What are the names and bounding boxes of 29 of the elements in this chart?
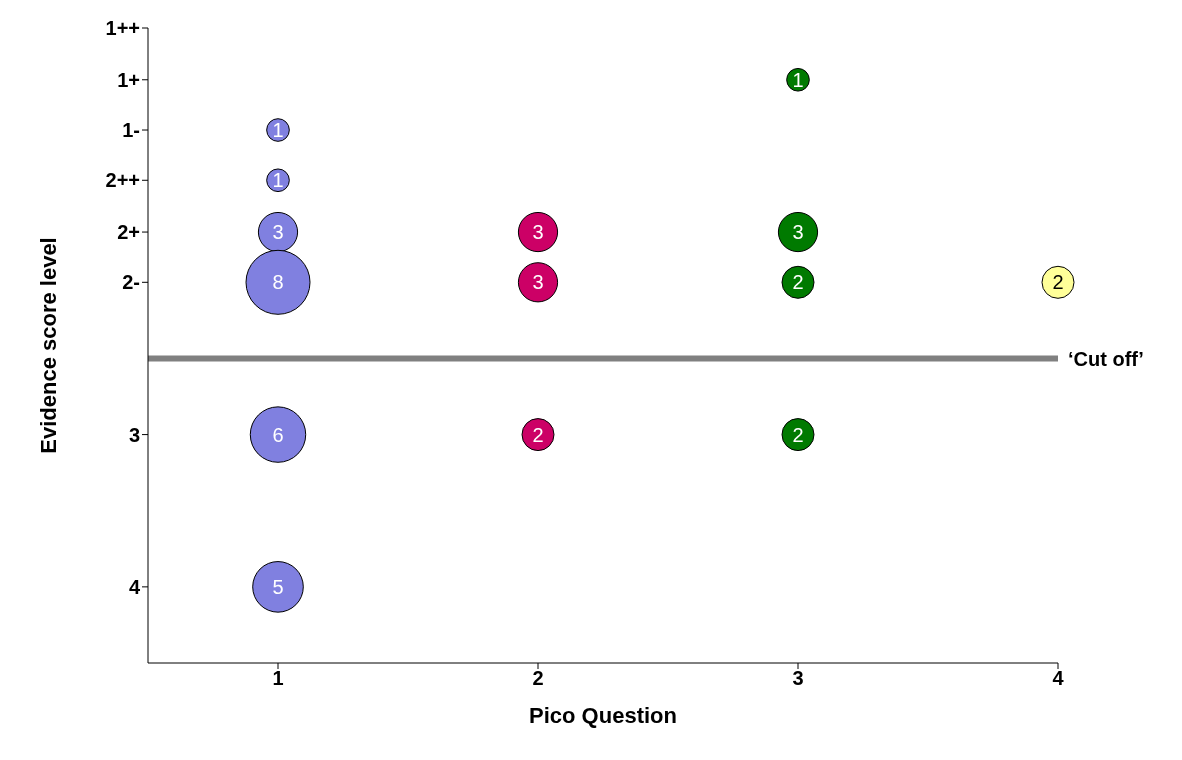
- data-label: 2: [1052, 271, 1064, 294]
- y-tick-label: 2-: [122, 271, 140, 294]
- y-tick-label: 2+: [117, 221, 140, 244]
- y-tick-label: 1-: [122, 119, 140, 142]
- x-tick-label: 1: [272, 667, 284, 690]
- x-tick-label: 3: [792, 667, 804, 690]
- data-label: 3: [532, 221, 544, 244]
- data-label: 2: [792, 423, 804, 446]
- y-tick-label: 3: [128, 423, 140, 446]
- y-tick-label: 4: [128, 575, 141, 598]
- x-axis-title: Pico Question: [529, 703, 677, 728]
- x-tick-label: 4: [1052, 667, 1065, 690]
- y-tick-label: 1+: [117, 68, 140, 91]
- data-label: 8: [272, 271, 284, 294]
- data-label: 3: [792, 221, 804, 244]
- data-label: 3: [532, 271, 544, 294]
- data-label: 3: [272, 221, 284, 244]
- y-tick-label: 1++: [105, 17, 140, 40]
- data-label: 5: [272, 575, 284, 598]
- data-label: 1: [792, 68, 804, 91]
- data-label: 1: [272, 169, 284, 192]
- data-label: 6: [272, 423, 284, 446]
- y-tick-label: 2++: [105, 169, 140, 192]
- data-label: 2: [532, 423, 544, 446]
- x-tick-label: 2: [532, 667, 544, 690]
- ref-line-label: ‘Cut off’: [1068, 347, 1144, 370]
- y-axis-title: Evidence score level: [35, 237, 61, 454]
- data-label: 1: [272, 119, 284, 142]
- data-label: 2: [792, 271, 804, 294]
